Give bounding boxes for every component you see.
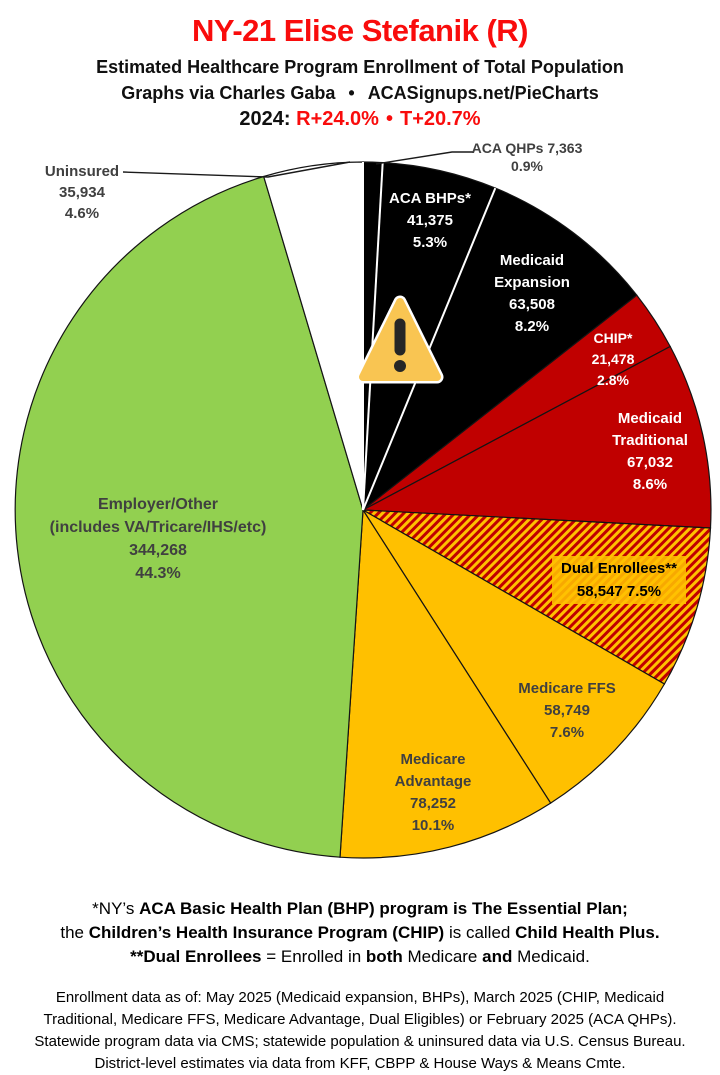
slice-label-dual-enrollees: Dual Enrollees** 58,547 7.5%	[552, 556, 686, 604]
source-note-line: District-level estimates via data from K…	[94, 1055, 626, 1072]
subtitle: Estimated Healthcare Program Enrollment …	[96, 57, 624, 77]
label-line: 344,268	[129, 542, 187, 559]
slice-label-aca-qhps: ACA QHPs 7,363 0.9%	[472, 139, 583, 175]
label-line: 8.6%	[632, 476, 668, 493]
label-line: 44.3%	[135, 565, 181, 582]
pie-slice-medicaid-expansion	[361, 187, 638, 512]
pie-slice-dual-enrollees	[362, 509, 712, 685]
credit-line: Graphs via Charles Gaba • ACASignups.net/P…	[0, 83, 720, 104]
label-line: 21,478	[591, 351, 635, 367]
partisan-lean-line: 2024: R+24.0% • T+20.7%	[0, 108, 720, 131]
slice-label-medicaid-expansion: Medicaid Expansion 63,508 8.2%	[494, 250, 570, 338]
label-line: 8.2%	[514, 318, 550, 335]
label-line: 5.3%	[412, 234, 448, 251]
slice-label-medicare-advantage: Medicare Advantage 78,252 10.1%	[395, 749, 472, 837]
source-note-line: Statewide program data via CMS; statewid…	[34, 1033, 686, 1050]
pie-chart-area	[0, 130, 720, 880]
pie-slices	[14, 161, 712, 859]
lean-t-value: T+20.7%	[399, 108, 481, 130]
label-line: 63,508	[509, 296, 555, 313]
pie-slice-medicare-advantage	[339, 508, 552, 859]
label-line: Advantage	[394, 773, 472, 790]
label-line: 67,032	[627, 454, 673, 471]
pie-slice-medicaid-traditional	[360, 345, 712, 529]
aca-qhps-leader-line	[375, 151, 473, 165]
label-line: Medicaid	[617, 410, 683, 427]
warning-icon	[356, 295, 444, 384]
header: NY-21 Elise Stefanik (R) Estimated Healt…	[0, 0, 720, 131]
label-line: 0.9%	[511, 158, 543, 174]
label-line: ACA BHPs*	[389, 190, 471, 207]
slice-label-aca-bhps: ACA BHPs* 41,375 5.3%	[389, 188, 471, 254]
footnote-block: *NY’s ACA Basic Health Plan (BHP) progra…	[0, 897, 720, 969]
bullet-separator: •	[348, 83, 355, 103]
label-line: Medicaid	[499, 252, 565, 269]
label-line: Dual Enrollees**	[561, 560, 677, 577]
slice-label-employer-other: Employer/Other (includes VA/Tricare/IHS/…	[50, 493, 267, 585]
source-note-line: Traditional, Medicare FFS, Medicare Adva…	[43, 1011, 677, 1028]
label-line: 78,252	[410, 795, 456, 812]
label-line: Traditional	[612, 432, 688, 449]
label-line: 58,547 7.5%	[576, 583, 662, 600]
source-note-block: Enrollment data as of: May 2025 (Medicai…	[0, 987, 720, 1075]
label-line: 10.1%	[411, 817, 455, 834]
credit-author: Graphs via Charles Gaba	[121, 83, 336, 103]
slice-label-medicaid-traditional: Medicaid Traditional 67,032 8.6%	[612, 408, 688, 496]
pie-chart	[14, 151, 712, 859]
slice-label-medicare-ffs: Medicare FFS 58,749 7.6%	[518, 678, 616, 744]
label-line: ACA QHPs 7,363	[471, 140, 583, 156]
slice-label-uninsured: Uninsured 35,934 4.6%	[45, 161, 119, 224]
footnote-line-2: the Children’s Health Insurance Program …	[60, 923, 660, 942]
label-line: Employer/Other	[97, 496, 219, 513]
uninsured-leader-line	[122, 161, 351, 178]
slice-label-chip: CHIP* 21,478 2.8%	[592, 328, 635, 391]
pie-slice-medicare-ffs	[362, 509, 666, 804]
label-line: Expansion	[494, 274, 570, 291]
label-line: Uninsured	[44, 163, 120, 180]
year-label: 2024:	[239, 108, 291, 130]
label-line: Medicare FFS	[518, 680, 616, 697]
label-line: 58,749	[544, 702, 590, 719]
credit-site: ACASignups.net/PieCharts	[367, 83, 599, 103]
bullet-separator: •	[385, 108, 393, 130]
label-line: Medicare	[400, 751, 466, 768]
label-line: 35,934	[59, 184, 105, 201]
lean-r-value: R+24.0%	[296, 108, 379, 130]
label-line: 4.6%	[64, 205, 100, 222]
footnote-line-1: *NY’s ACA Basic Health Plan (BHP) progra…	[92, 899, 628, 918]
label-line: CHIP*	[593, 330, 633, 346]
source-note-line: Enrollment data as of: May 2025 (Medicai…	[55, 989, 665, 1006]
label-line: (includes VA/Tricare/IHS/etc)	[49, 519, 267, 536]
footnote-line-3: **Dual Enrollees = Enrolled in both Medi…	[130, 947, 590, 966]
label-line: 41,375	[407, 212, 453, 229]
page-title: NY-21 Elise Stefanik (R)	[191, 13, 529, 48]
label-line: 7.6%	[549, 724, 585, 741]
label-line: 2.8%	[597, 372, 629, 388]
pie-slice-employer-other-includes-va-tricare-ihs-etc	[14, 175, 364, 858]
white-divider	[362, 162, 384, 511]
